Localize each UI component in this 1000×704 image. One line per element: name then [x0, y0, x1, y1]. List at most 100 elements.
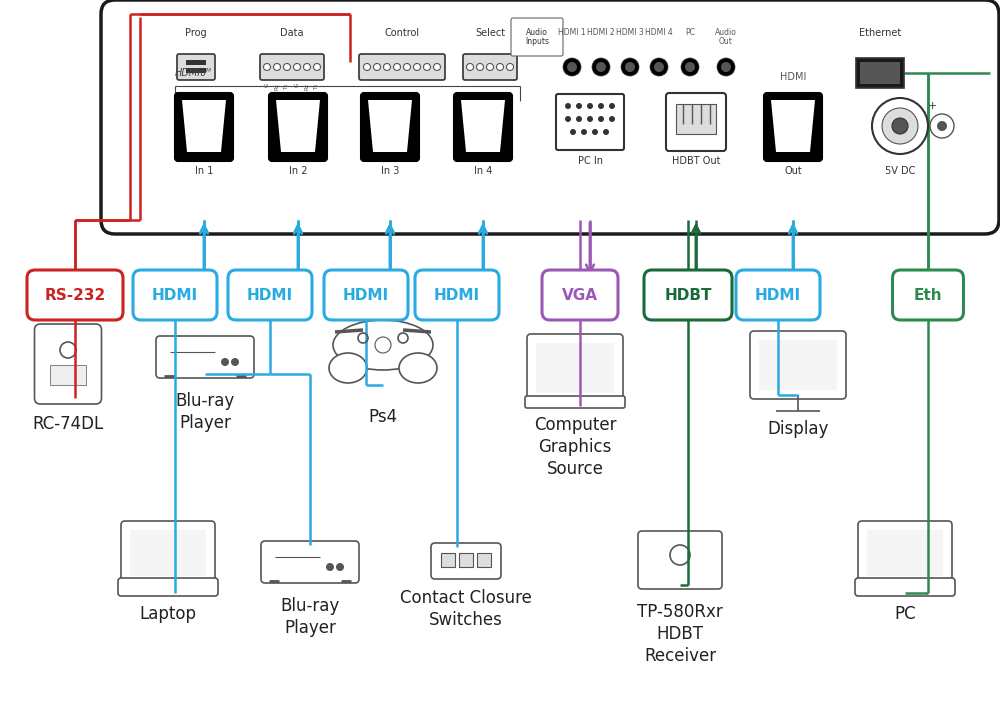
FancyBboxPatch shape — [121, 521, 215, 585]
FancyBboxPatch shape — [511, 18, 563, 56]
FancyBboxPatch shape — [666, 93, 726, 151]
Text: Rx: Rx — [304, 83, 310, 90]
Text: Rx: Rx — [274, 83, 280, 90]
Text: G: G — [294, 83, 300, 87]
Text: HDMI 2: HDMI 2 — [587, 28, 615, 37]
FancyBboxPatch shape — [101, 0, 999, 234]
Text: Ps4: Ps4 — [368, 408, 398, 426]
Circle shape — [496, 63, 504, 70]
Text: Select: Select — [475, 28, 505, 38]
Bar — [676, 104, 716, 134]
Text: PC: PC — [894, 605, 916, 623]
Bar — [856, 58, 904, 88]
Text: G: G — [264, 83, 270, 87]
Text: HDMI: HDMI — [343, 287, 389, 303]
FancyBboxPatch shape — [228, 270, 312, 320]
Text: HDBT: HDBT — [664, 287, 712, 303]
FancyBboxPatch shape — [177, 54, 215, 80]
Bar — [867, 530, 943, 576]
FancyBboxPatch shape — [34, 324, 102, 404]
Circle shape — [326, 563, 334, 571]
Text: In 2: In 2 — [289, 166, 307, 176]
Bar — [441, 553, 455, 567]
Circle shape — [685, 62, 695, 72]
FancyBboxPatch shape — [454, 93, 512, 161]
Bar — [860, 62, 900, 84]
Text: Data: Data — [280, 28, 304, 38]
Text: HDBT Out: HDBT Out — [672, 156, 720, 166]
FancyBboxPatch shape — [156, 336, 254, 378]
Text: Audio
Inputs: Audio Inputs — [525, 27, 549, 46]
Circle shape — [621, 58, 639, 76]
FancyBboxPatch shape — [27, 270, 123, 320]
Circle shape — [394, 63, 400, 70]
Text: Contact Closure
Switches: Contact Closure Switches — [400, 589, 532, 629]
Circle shape — [284, 63, 290, 70]
Circle shape — [625, 62, 635, 72]
Text: Ethernet: Ethernet — [859, 28, 901, 38]
Text: In 4: In 4 — [474, 166, 492, 176]
Circle shape — [404, 63, 411, 70]
Polygon shape — [276, 100, 320, 152]
Polygon shape — [461, 100, 505, 152]
Polygon shape — [368, 100, 412, 152]
Text: TP-580Rxr
HDBT
Receiver: TP-580Rxr HDBT Receiver — [637, 603, 723, 665]
Text: Blu-ray
Player: Blu-ray Player — [280, 597, 340, 637]
Circle shape — [570, 129, 576, 135]
FancyBboxPatch shape — [261, 541, 359, 583]
Circle shape — [304, 63, 310, 70]
Text: Tx: Tx — [314, 83, 320, 89]
Text: Prog: Prog — [185, 28, 207, 38]
Bar — [759, 340, 837, 390]
FancyBboxPatch shape — [463, 54, 517, 80]
FancyBboxPatch shape — [359, 54, 445, 80]
Text: +: + — [927, 101, 937, 111]
Text: HDMI 1: HDMI 1 — [558, 28, 586, 37]
Circle shape — [477, 63, 484, 70]
Circle shape — [507, 63, 514, 70]
FancyBboxPatch shape — [858, 521, 952, 585]
Text: Tx: Tx — [285, 83, 290, 89]
Circle shape — [264, 63, 270, 70]
Text: 5V DC: 5V DC — [885, 166, 915, 176]
FancyBboxPatch shape — [644, 270, 732, 320]
Bar — [459, 553, 473, 567]
FancyBboxPatch shape — [415, 270, 499, 320]
Circle shape — [466, 63, 474, 70]
Circle shape — [581, 129, 587, 135]
Bar — [130, 530, 206, 576]
Circle shape — [231, 358, 239, 366]
Ellipse shape — [329, 353, 367, 383]
FancyBboxPatch shape — [133, 270, 217, 320]
Text: HDMI: HDMI — [780, 72, 806, 82]
Bar — [186, 60, 206, 65]
Bar — [477, 553, 491, 567]
Text: Audio
Out: Audio Out — [715, 28, 737, 46]
Text: HDMI 4: HDMI 4 — [645, 28, 673, 37]
FancyBboxPatch shape — [525, 396, 625, 408]
Circle shape — [274, 63, 280, 70]
Text: HDMI: HDMI — [152, 287, 198, 303]
Circle shape — [424, 63, 430, 70]
Text: HDMI: HDMI — [247, 287, 293, 303]
Circle shape — [654, 62, 664, 72]
Text: In 1: In 1 — [195, 166, 213, 176]
Circle shape — [598, 116, 604, 122]
Text: PC In: PC In — [578, 156, 602, 166]
Polygon shape — [182, 100, 226, 152]
FancyBboxPatch shape — [764, 93, 822, 161]
Text: Laptop: Laptop — [140, 605, 196, 623]
Text: VGA: VGA — [562, 287, 598, 303]
Circle shape — [587, 116, 593, 122]
Circle shape — [587, 103, 593, 109]
Circle shape — [314, 63, 320, 70]
Text: Eth: Eth — [914, 287, 942, 303]
Circle shape — [592, 129, 598, 135]
Ellipse shape — [333, 320, 433, 370]
Circle shape — [681, 58, 699, 76]
FancyBboxPatch shape — [118, 578, 218, 596]
FancyBboxPatch shape — [893, 270, 964, 320]
Text: Display: Display — [767, 420, 829, 438]
Polygon shape — [771, 100, 815, 152]
Circle shape — [882, 108, 918, 144]
